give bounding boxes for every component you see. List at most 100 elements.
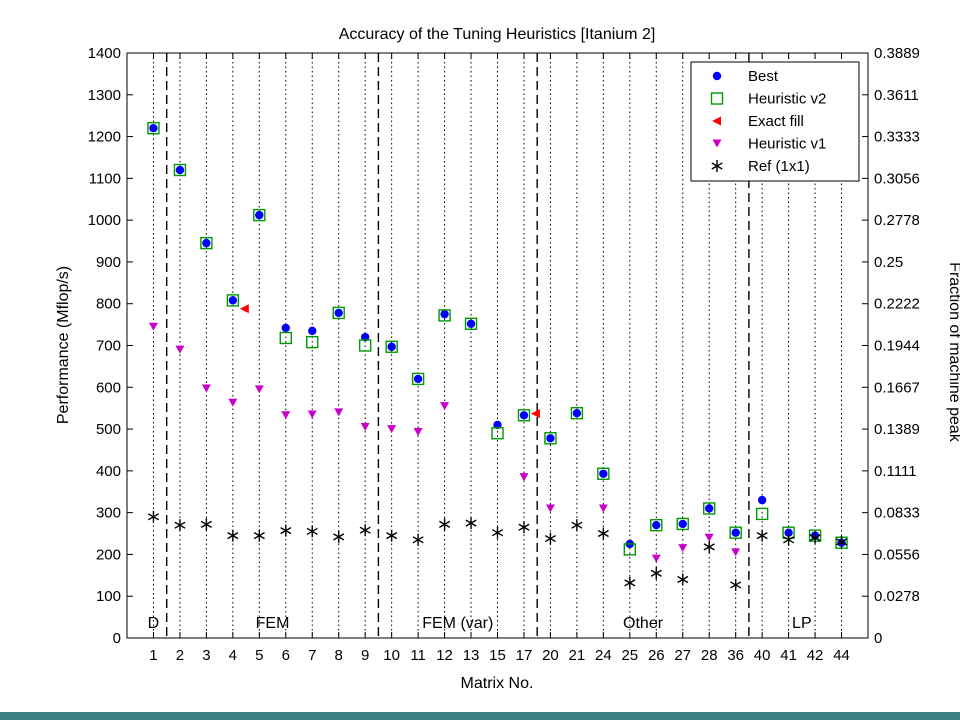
x-tick-label: 11: [410, 647, 426, 664]
data-point: [703, 502, 716, 515]
data-point: [239, 304, 249, 314]
data-point: [228, 296, 238, 305]
legend-marker: [712, 71, 722, 81]
series-best: [149, 124, 846, 549]
data-point: [253, 529, 265, 542]
data-point: [570, 406, 584, 420]
y-axis-label: Performance (Mflop/s): [55, 266, 72, 424]
data-point: [730, 578, 742, 591]
data-point: [440, 309, 449, 319]
data-point: [677, 573, 689, 586]
group-labels: D FEM FEM (var) Other LP: [148, 615, 812, 632]
data-point: [703, 540, 715, 553]
y2-tick-label: 0.3333: [874, 129, 920, 146]
data-point: [731, 548, 741, 557]
data-point: [597, 527, 609, 540]
data-point: [332, 306, 345, 320]
x-tick-label: 3: [202, 647, 210, 664]
data-point: [281, 411, 291, 420]
data-point: [652, 520, 661, 530]
data-point: [201, 384, 211, 393]
x-tick-label: 9: [361, 647, 369, 664]
data-point: [173, 163, 187, 177]
data-point: [678, 544, 688, 553]
data-point: [755, 507, 769, 521]
y2-tick-label: 0.1111: [874, 463, 917, 480]
data-point: [572, 408, 582, 418]
data-point: [413, 374, 423, 384]
data-point: [334, 308, 343, 318]
data-point: [385, 340, 398, 353]
data-point: [149, 124, 158, 133]
x-tick-label: 42: [807, 647, 824, 664]
y-tick-label: 1400: [88, 45, 121, 62]
group-label: FEM: [256, 615, 290, 632]
data-point: [200, 236, 213, 250]
x-tick-label: 24: [595, 647, 612, 664]
data-point: [228, 398, 238, 407]
data-point: [705, 504, 714, 513]
data-point: [174, 519, 186, 532]
data-point: [466, 319, 476, 328]
data-point: [676, 517, 689, 531]
x-tick-label: 21: [569, 647, 586, 664]
data-point: [387, 425, 397, 434]
data-point: [255, 210, 264, 220]
x-tick-label: 40: [754, 647, 771, 664]
data-point: [386, 529, 398, 542]
data-point: [387, 342, 396, 351]
data-point: [493, 420, 502, 430]
x-tick-label: 25: [621, 647, 638, 664]
data-point: [545, 504, 555, 513]
y2-tick-label: 0.3889: [874, 45, 920, 62]
data-point: [279, 331, 292, 345]
y2-axis-label: Fraction of machine peak: [946, 262, 960, 443]
legend-label: Ref (1x1): [748, 158, 810, 175]
data-point: [147, 122, 160, 135]
legend: Best Heuristic v2 Exact fill Heuristic v1 Re…: [690, 61, 860, 182]
y-tick-label: 0: [113, 630, 121, 647]
y-tick-label: 1000: [88, 212, 121, 229]
data-point: [546, 434, 555, 443]
data-point: [598, 504, 608, 513]
data-point: [227, 529, 239, 542]
legend-label: Heuristic v1: [748, 136, 826, 153]
data-point: [307, 410, 317, 419]
x-tick-label: 4: [229, 647, 237, 664]
y2-tick-label: 0.0556: [874, 546, 920, 563]
y-tick-label: 900: [96, 254, 121, 271]
data-point: [571, 519, 583, 532]
data-point: [518, 521, 530, 534]
data-point: [597, 467, 610, 480]
data-point: [599, 469, 608, 478]
data-point: [650, 567, 662, 580]
y-tick-label: 1300: [88, 87, 121, 104]
x-tick-label: 44: [833, 647, 850, 664]
data-point: [200, 518, 212, 531]
data-point: [704, 533, 714, 542]
data-point: [651, 554, 661, 563]
data-point: [623, 543, 637, 556]
x-tick-label: 28: [701, 647, 718, 664]
x-tick-label: 27: [674, 647, 691, 664]
legend-label: Heuristic v2: [748, 91, 826, 108]
data-point: [412, 533, 424, 546]
data-point: [624, 576, 636, 589]
data-point: [783, 533, 795, 546]
y2-tick-label: 0.1389: [874, 421, 920, 438]
y-tick-label: 1100: [89, 170, 121, 187]
data-point: [517, 409, 531, 422]
data-point: [308, 326, 317, 336]
y2-tick-label: 0.0833: [874, 505, 920, 522]
legend-label: Exact fill: [748, 113, 804, 130]
data-point: [464, 317, 478, 330]
data-point: [544, 532, 556, 545]
x-tick-label: 26: [648, 647, 665, 664]
x-tick-label: 13: [463, 647, 480, 664]
data-point: [175, 345, 185, 354]
data-point: [438, 309, 451, 322]
data-point: [465, 517, 477, 530]
y-tick-label: 400: [96, 463, 121, 480]
data-point: [360, 332, 370, 342]
